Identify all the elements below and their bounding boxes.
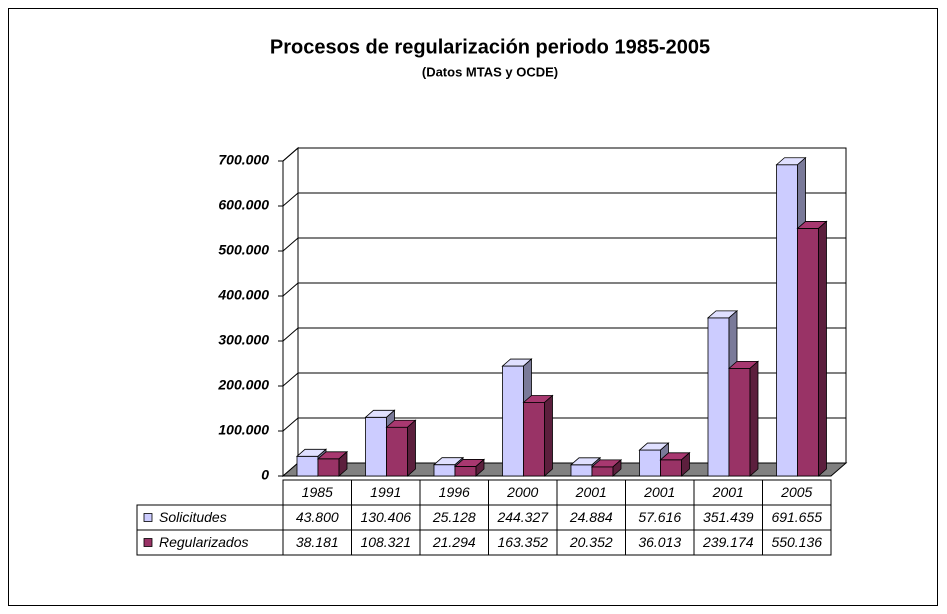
data-label: 239.174 [702, 534, 754, 550]
grid-line [282, 417, 846, 432]
data-label: 691.655 [771, 509, 822, 525]
bar-side [612, 458, 622, 477]
bar-front [523, 402, 545, 477]
data-label: 20.352 [569, 534, 613, 550]
legend-label: Solicitudes [159, 509, 227, 525]
data-label: 163.352 [497, 534, 548, 550]
bar-front [639, 449, 661, 477]
grid-line [282, 327, 846, 342]
bar [727, 360, 760, 477]
legend-label: Regularizados [159, 534, 249, 550]
bar-side [475, 458, 485, 477]
x-tick-label: 1985 [302, 484, 333, 500]
x-tick-label: 1991 [370, 484, 401, 500]
grid-line [282, 192, 846, 207]
x-tick-label: 2000 [506, 484, 538, 500]
data-label: 21.294 [432, 534, 476, 550]
y-tick-label: 500.000 [218, 242, 269, 258]
bar-side [338, 450, 348, 477]
bar-front [454, 466, 477, 477]
y-tick-label: 700.000 [218, 152, 269, 168]
data-label: 38.181 [296, 534, 339, 550]
bar [453, 458, 486, 477]
x-tick-label: 2001 [575, 484, 607, 500]
chart-subtitle: (Datos MTAS y OCDE) [422, 64, 558, 79]
bar-front [776, 164, 798, 477]
bar-side [407, 419, 416, 477]
bar-side [818, 220, 827, 477]
bar-front [570, 464, 593, 477]
bar-front [317, 458, 340, 477]
y-tick-label: 0 [261, 467, 269, 483]
bar [385, 419, 417, 477]
data-label: 25.128 [432, 509, 476, 525]
bar-side [681, 451, 690, 477]
bar-front [386, 426, 408, 477]
x-tick-label: 2001 [712, 484, 744, 500]
bar-front [797, 228, 819, 477]
bar-front [591, 466, 614, 477]
x-tick-label: 2001 [643, 484, 675, 500]
data-label: 57.616 [638, 509, 681, 525]
data-label: 43.800 [296, 509, 339, 525]
y-tick-label: 200.000 [217, 377, 269, 393]
y-tick-label: 400.000 [217, 287, 269, 303]
grid-line [282, 237, 846, 252]
x-tick-label: 2005 [780, 484, 812, 500]
data-label: 36.013 [638, 534, 681, 550]
bar-front [365, 416, 387, 477]
chart-title: Procesos de regularización periodo 1985-… [270, 36, 710, 58]
bar-side [749, 360, 759, 477]
legend-swatch [143, 513, 153, 522]
data-label: 108.321 [360, 534, 411, 550]
bar-front [502, 365, 524, 477]
bar-side [544, 394, 553, 477]
data-label: 130.406 [360, 509, 411, 525]
data-label: 24.884 [569, 509, 613, 525]
bar [659, 451, 691, 477]
bar-front [296, 455, 319, 477]
side-wall [282, 146, 299, 478]
x-tick-label: 1996 [439, 484, 470, 500]
grid-line [282, 147, 846, 162]
data-label: 351.439 [703, 509, 754, 525]
bar [316, 450, 349, 477]
data-label: 244.327 [496, 509, 549, 525]
bar-front [660, 459, 682, 477]
bar [796, 220, 828, 477]
data-label: 550.136 [771, 534, 822, 550]
bar-front [728, 367, 751, 477]
bar-front [707, 317, 730, 477]
bar [522, 394, 554, 477]
y-tick-label: 300.000 [218, 332, 269, 348]
bar [590, 458, 623, 477]
y-tick-label: 100.000 [218, 422, 269, 438]
grid-line [282, 282, 846, 297]
legend-swatch [143, 538, 153, 547]
bar-front [433, 464, 456, 477]
grid-line [282, 372, 846, 387]
y-tick-label: 600.000 [218, 197, 269, 213]
